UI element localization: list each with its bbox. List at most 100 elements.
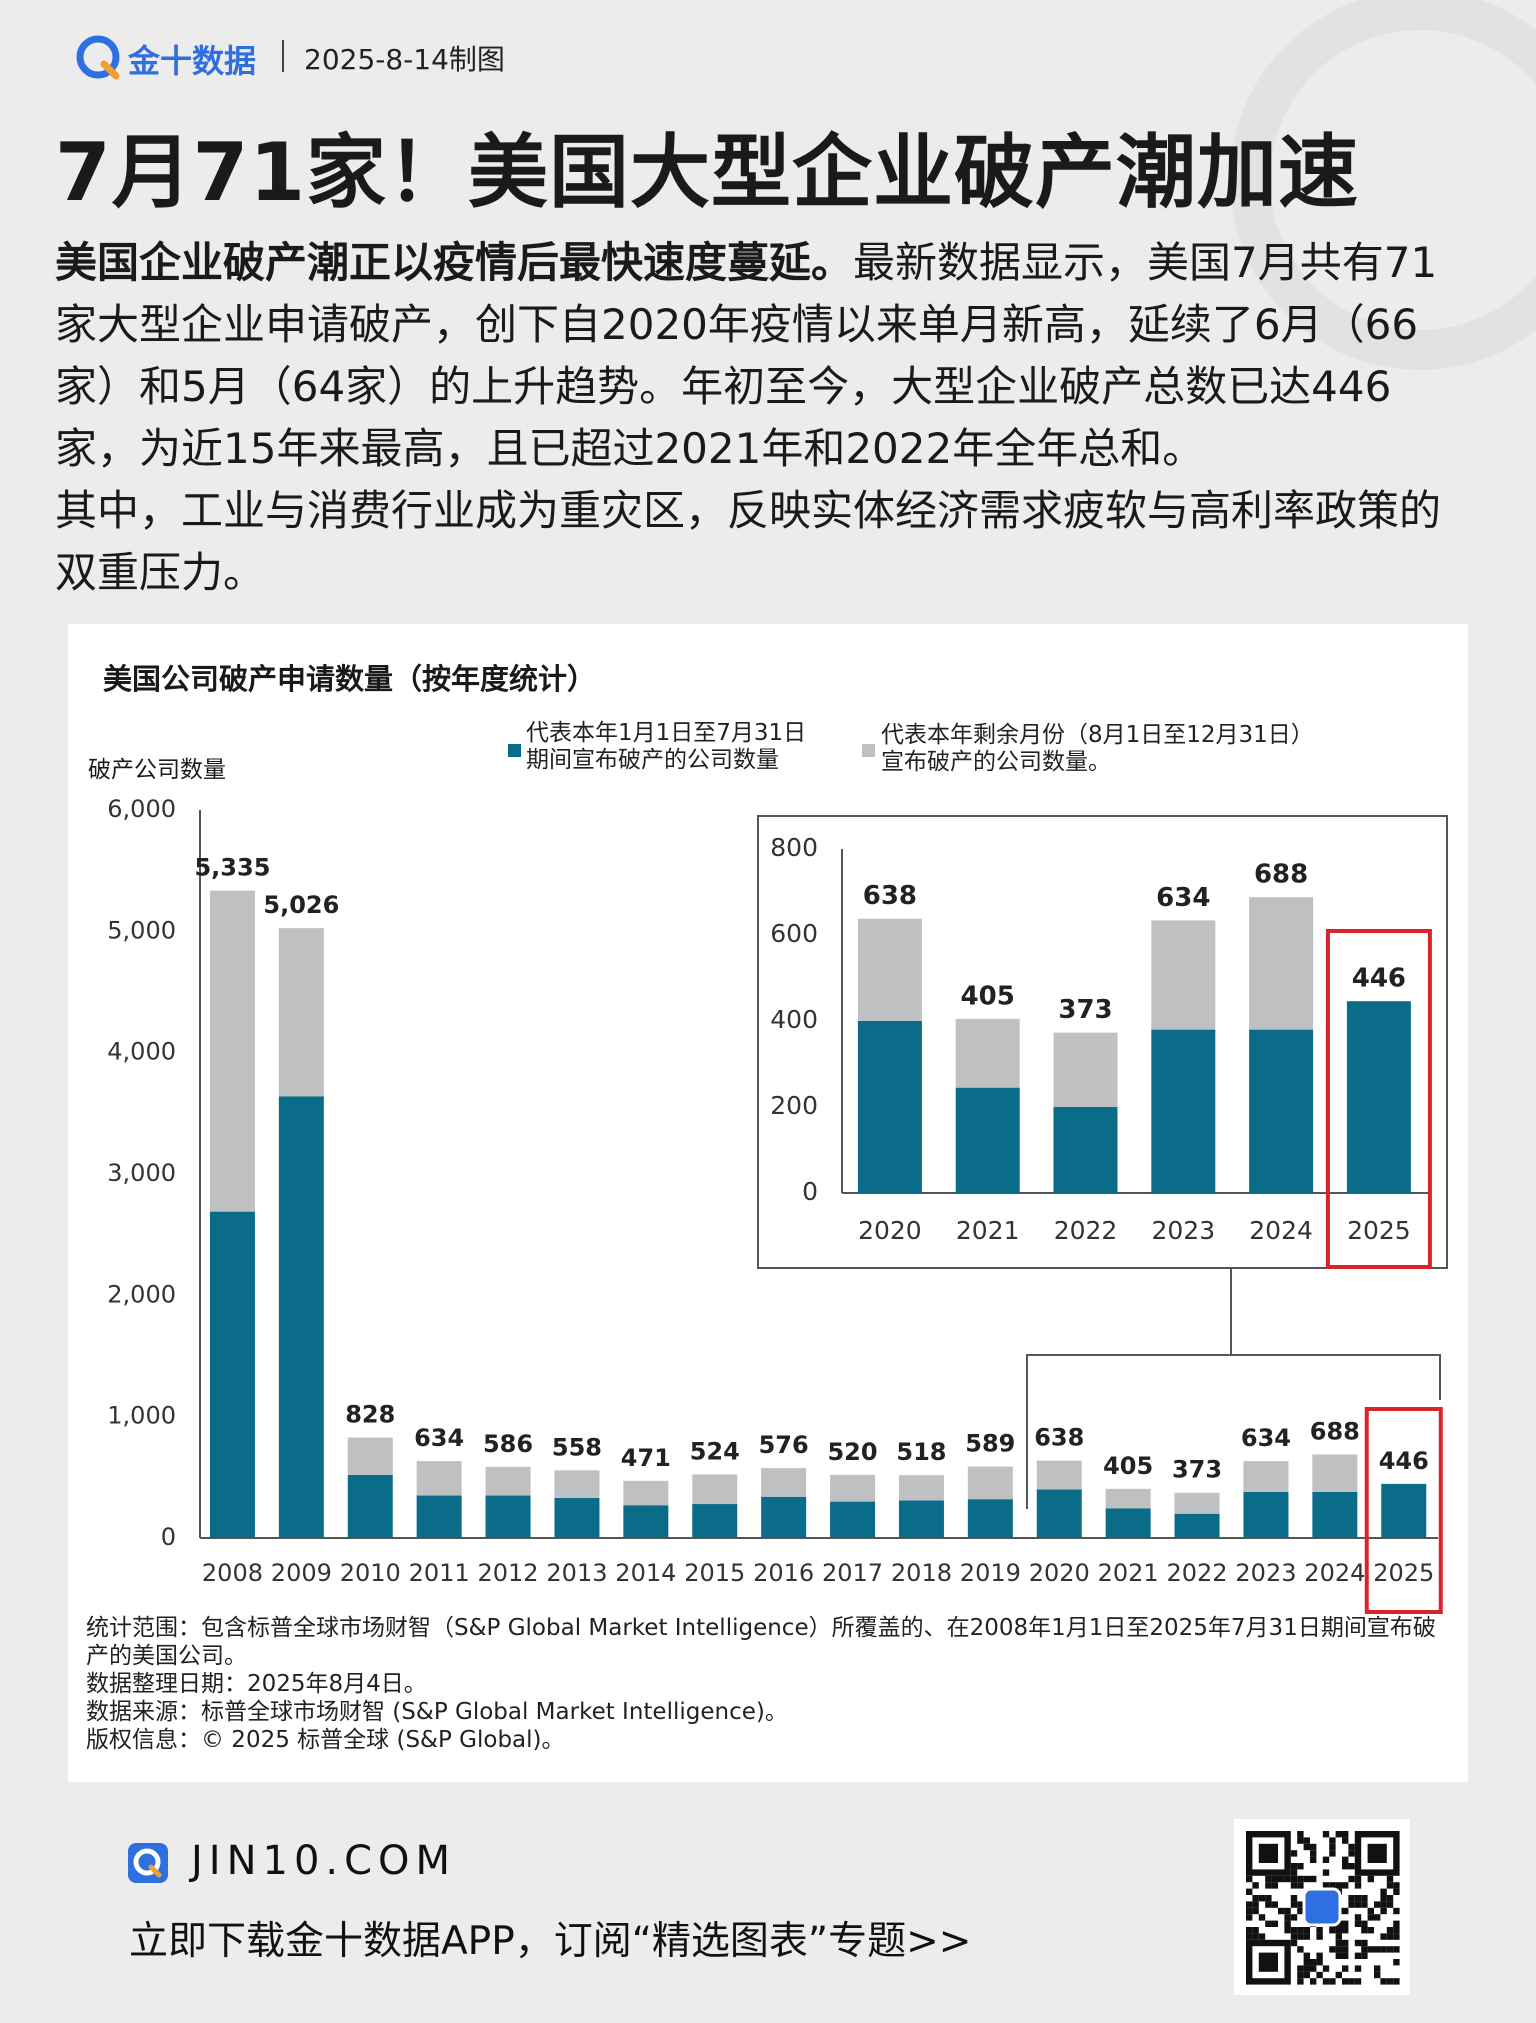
qr-cell [1342,1863,1349,1870]
value-label: 524 [690,1437,740,1465]
qr-cell [1246,1914,1253,1921]
qr-cell [1393,1882,1400,1889]
value-label: 471 [621,1444,671,1472]
qr-cell [1297,1875,1304,1883]
x-tick-label: 2015 [684,1559,745,1587]
qr-cell [1310,1965,1317,1972]
bar-segment [278,928,324,1097]
qr-cell [1322,1856,1330,1863]
bar-segment [955,1087,1020,1193]
qr-cell [1393,1927,1400,1934]
x-tick-label: 2025 [1373,1559,1434,1587]
bar-segment [1243,1461,1289,1492]
qr-cell [1310,1843,1317,1851]
x-tick-label: 2017 [822,1559,883,1587]
qr-cell [1297,1927,1304,1934]
qr-finder [1245,1830,1291,1876]
qr-cell [1303,1971,1310,1979]
qr-cell [1284,1914,1291,1921]
qr-finder [1354,1830,1400,1876]
bar-segment [1381,1483,1427,1538]
value-label: 634 [414,1424,464,1452]
call-to-action[interactable]: 立即下载金十数据APP，订阅“精选图表”专题>> [129,1919,972,1964]
qr-cell [1278,1875,1285,1883]
qr-cell [1265,1882,1272,1889]
qr-cell [1246,1901,1253,1908]
value-label: 446 [1352,964,1406,994]
legend-label: 代表本年1月1日至7月31日期间宣布破产的公司数量 [526,720,807,773]
y-tick-label: 3,000 [107,1159,176,1187]
qr-cell [1335,1927,1342,1934]
qr-cell [1329,1843,1336,1851]
qr-cell [1265,1875,1272,1883]
bar-segment [623,1505,669,1538]
qr-cell [1290,1933,1298,1940]
highlight-box [1364,1407,1443,1614]
y-tick-label: 800 [770,833,818,862]
qr-cell [1374,1914,1381,1921]
bar-segment [1174,1513,1220,1538]
paragraph: 其中，工业与消费行业成为重灾区，反映实体经济需求疲软与高利率政策的双重压力。 [55,486,1442,597]
bar-segment [692,1474,738,1505]
qr-cell [1348,1901,1355,1908]
qr-cell [1252,1901,1259,1908]
bar-segment [347,1437,393,1475]
bar-segment [761,1468,807,1497]
separator [282,40,284,72]
value-label: 373 [1058,995,1112,1025]
qr-cell [1335,1971,1342,1979]
qr-cell [1374,1946,1381,1953]
qr-cell [1303,1933,1310,1940]
qr-cell [1335,1946,1342,1953]
bar-segment [416,1495,462,1538]
qr-cell [1284,1927,1291,1934]
chart-title: 美国公司破产申请数量（按年度统计） [103,662,597,696]
qr-cell [1316,1952,1323,1959]
qr-cell [1348,1875,1355,1883]
qr-cell [1374,1901,1381,1908]
qr-cell [1354,1952,1362,1959]
bar-segment [967,1466,1013,1500]
qr-cell [1252,1933,1259,1940]
qr-cell [1316,1971,1323,1979]
qr-cell [1316,1927,1323,1934]
x-tick-label: 2025 [1347,1216,1411,1245]
qr-cell [1393,1920,1400,1927]
qr-cell [1393,1978,1400,1985]
qr-cell [1335,1939,1342,1947]
qr-cell [1386,1895,1394,1902]
qr-cell [1361,1952,1368,1959]
qr-cell [1290,1863,1298,1870]
bar-segment [761,1496,807,1538]
y-tick-label: 1,000 [107,1402,176,1430]
qr-cell [1342,1952,1349,1959]
connector [1026,1268,1441,1509]
qr-cell [1342,1978,1349,1985]
qr-cell [1252,1882,1259,1889]
qr-cell [1290,1914,1298,1921]
x-tick-label: 2011 [409,1559,470,1587]
qr-cell [1297,1971,1304,1979]
value-label: 638 [1034,1424,1084,1452]
bar-segment [1053,1107,1118,1193]
qr-cell [1258,1914,1266,1921]
qr-cell [1354,1978,1362,1985]
qr-cell [1335,1882,1342,1889]
bar-segment [1105,1508,1151,1538]
bar-segment [898,1500,944,1538]
bar-segment [1312,1454,1358,1492]
article: 美国企业破产潮正以疫情后最快速度蔓延。最新数据显示，美国7月共有71家大型企业申… [55,232,1475,604]
legend-swatch [862,744,875,757]
qr-cell [1303,1837,1310,1844]
bar-segment [1249,897,1314,1030]
qr-cell [1290,1927,1298,1934]
qr-cell [1322,1882,1330,1889]
qr-cell [1290,1869,1298,1876]
qr-cell [1386,1978,1394,1985]
bar-segment [1243,1491,1289,1538]
qr-cell [1374,1971,1381,1979]
note: 统计范围：包含标普全球市场财智（S&P Global Market Intell… [86,1615,1436,1669]
qr-cell [1342,1946,1349,1953]
qr-cell [1374,1965,1381,1972]
x-tick-label: 2010 [340,1559,401,1587]
